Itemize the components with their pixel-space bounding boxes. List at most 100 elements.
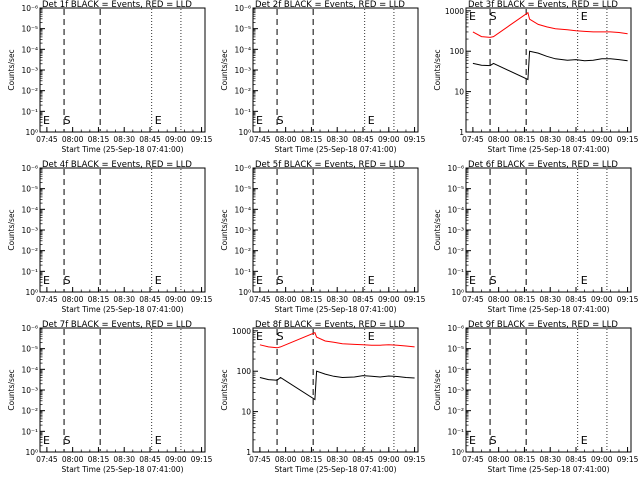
y-tick-label: 10⁻¹: [234, 267, 251, 276]
x-tick-label: 08:30: [326, 455, 348, 464]
y-tick-label: 10⁰: [25, 288, 38, 297]
x-tick-label: 09:15: [404, 135, 426, 144]
y-tick-label: 10⁰: [25, 448, 38, 457]
chart-svg: Det 5f BLACK = Events, RED = LLD 10⁰ 10⁻¹ 1…: [220, 160, 426, 314]
y-tick-label: 10⁻¹: [21, 107, 38, 116]
y-tick-label: 10: [454, 88, 464, 97]
plot-frame: [465, 7, 632, 133]
y-tick-label: 10⁻¹: [447, 267, 464, 276]
y-tick-label: 10⁻⁶: [447, 164, 464, 173]
detector-panel: Det 7f BLACK = Events, RED = LLD 10⁰ 10⁻¹ 1…: [0, 320, 213, 484]
y-tick-label: 10⁻⁵: [21, 25, 38, 34]
event-marker-label: E: [155, 274, 162, 287]
x-tick-label: 08:30: [539, 295, 561, 304]
x-tick-label: 08:45: [139, 455, 161, 464]
y-tick-label: 10⁻⁴: [447, 205, 464, 214]
x-tick-label: 08:00: [488, 135, 510, 144]
x-tick-label: 08:45: [352, 455, 374, 464]
detector-panel: Det 8f BLACK = Events, RED = LLD 1 10 100 10…: [213, 320, 426, 484]
x-tick-label: 08:15: [301, 455, 323, 464]
x-tick-label: 09:00: [165, 135, 187, 144]
chart-svg: Det 4f BLACK = Events, RED = LLD 10⁰ 10⁻¹ 1…: [7, 160, 213, 314]
y-tick-label: 1: [246, 448, 251, 457]
x-tick-label: 09:15: [191, 455, 213, 464]
x-tick-label: 09:00: [378, 455, 400, 464]
detector-panel: Det 1f BLACK = Events, RED = LLD 10⁰ 10⁻¹ 1…: [0, 0, 213, 164]
y-tick-label: 10⁰: [25, 128, 38, 137]
y-tick-label: 1000: [445, 7, 464, 16]
y-tick-label: 10⁻³: [234, 226, 251, 235]
x-tick-label: 07:45: [462, 295, 484, 304]
y-tick-label: 10⁻³: [21, 386, 38, 395]
x-axis-label: Start Time (25-Sep-18 07:41:00): [62, 145, 184, 154]
event-marker-label: S: [64, 114, 71, 127]
x-tick-label: 09:15: [404, 455, 426, 464]
y-axis-label: Counts/sec: [433, 369, 442, 410]
event-marker-label: E: [469, 274, 476, 287]
y-tick-label: 10⁻⁵: [21, 345, 38, 354]
y-axis-label: Counts/sec: [220, 209, 229, 250]
chart-title: Det 7f BLACK = Events, RED = LLD: [42, 320, 192, 330]
y-tick-label: 10⁻⁶: [234, 164, 251, 173]
y-axis-label: Counts/sec: [7, 49, 16, 90]
event-marker-label: E: [368, 114, 375, 127]
plot-frame: [252, 327, 419, 453]
detector-panel: Det 4f BLACK = Events, RED = LLD 10⁰ 10⁻¹ 1…: [0, 160, 213, 324]
detector-panel: Det 6f BLACK = Events, RED = LLD 10⁰ 10⁻¹ 1…: [426, 160, 639, 324]
y-tick-label: 10⁻⁶: [447, 324, 464, 333]
x-tick-label: 09:15: [617, 135, 639, 144]
event-marker-label: E: [581, 10, 588, 23]
x-tick-label: 08:30: [113, 455, 135, 464]
x-tick-label: 08:45: [565, 295, 587, 304]
chart-svg: Det 6f BLACK = Events, RED = LLD 10⁰ 10⁻¹ 1…: [433, 160, 639, 314]
x-tick-label: 08:30: [113, 295, 135, 304]
y-tick-label: 10⁻³: [234, 66, 251, 75]
y-tick-label: 10⁻⁴: [447, 365, 464, 374]
detector-panel: Det 5f BLACK = Events, RED = LLD 10⁰ 10⁻¹ 1…: [213, 160, 426, 324]
event-marker-label: E: [256, 114, 263, 127]
x-tick-label: 08:45: [139, 135, 161, 144]
x-tick-label: 08:45: [352, 295, 374, 304]
x-tick-label: 08:30: [539, 135, 561, 144]
y-tick-label: 10⁻⁶: [21, 324, 38, 333]
chart-svg: Det 3f BLACK = Events, RED = LLD 1 10 100 10…: [433, 0, 639, 154]
y-tick-label: 10⁻⁴: [21, 45, 38, 54]
y-tick-label: 10⁻⁴: [234, 205, 251, 214]
event-marker-label: S: [277, 330, 284, 343]
x-tick-label: 09:15: [404, 295, 426, 304]
x-tick-label: 08:15: [301, 135, 323, 144]
x-axis-label: Start Time (25-Sep-18 07:41:00): [62, 305, 184, 314]
x-tick-label: 08:00: [275, 455, 297, 464]
y-axis-label: Counts/sec: [220, 369, 229, 410]
y-tick-label: 10⁻⁵: [234, 25, 251, 34]
y-tick-label: 10⁻²: [447, 247, 464, 256]
x-tick-label: 09:00: [591, 295, 613, 304]
events-series-line: [259, 370, 415, 401]
event-marker-label: S: [277, 114, 284, 127]
event-marker-label: E: [256, 330, 263, 343]
chart-svg: Det 9f BLACK = Events, RED = LLD 10⁰ 10⁻¹ 1…: [433, 320, 639, 474]
x-axis-label: Start Time (25-Sep-18 07:41:00): [275, 145, 397, 154]
x-tick-label: 08:45: [139, 295, 161, 304]
x-tick-label: 08:15: [514, 135, 536, 144]
detector-panel: Det 9f BLACK = Events, RED = LLD 10⁰ 10⁻¹ 1…: [426, 320, 639, 484]
event-marker-label: S: [490, 434, 497, 447]
y-tick-label: 10⁻⁴: [21, 205, 38, 214]
y-tick-label: 10⁻²: [21, 87, 38, 96]
x-tick-label: 08:15: [514, 455, 536, 464]
y-tick-label: 10⁻¹: [447, 427, 464, 436]
y-tick-label: 10⁻²: [234, 87, 251, 96]
x-tick-label: 08:45: [352, 135, 374, 144]
y-tick-label: 10⁻³: [21, 66, 38, 75]
x-axis-label: Start Time (25-Sep-18 07:41:00): [488, 465, 610, 474]
x-axis-label: Start Time (25-Sep-18 07:41:00): [275, 465, 397, 474]
x-tick-label: 08:15: [301, 295, 323, 304]
y-tick-label: 10: [241, 408, 251, 417]
chart-title: Det 1f BLACK = Events, RED = LLD: [42, 0, 192, 10]
y-tick-label: 10⁻²: [447, 407, 464, 416]
chart-title: Det 3f BLACK = Events, RED = LLD: [468, 0, 618, 10]
event-marker-label: E: [155, 114, 162, 127]
x-tick-label: 09:00: [165, 295, 187, 304]
y-axis-label: Counts/sec: [433, 209, 442, 250]
event-marker-label: E: [368, 330, 375, 343]
